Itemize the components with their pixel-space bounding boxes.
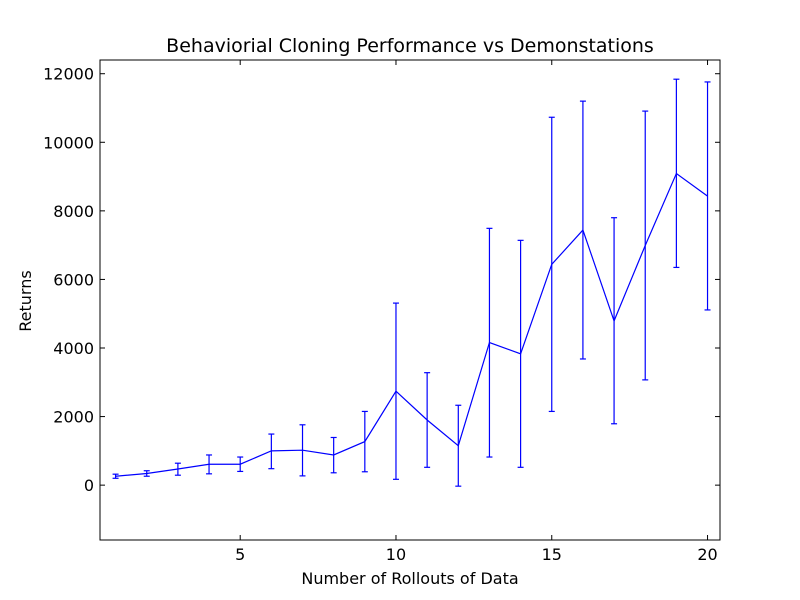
plot-area: 5 10 15 20 0 2000 4000 6000 8000 10000 12000 bbox=[43, 59, 721, 564]
y-tick-label: 4000 bbox=[53, 339, 94, 358]
x-tick-label: 10 bbox=[386, 545, 406, 564]
x-tick-label: 15 bbox=[542, 545, 562, 564]
x-tick-label: 20 bbox=[697, 545, 717, 564]
y-tick-label: 8000 bbox=[53, 202, 94, 221]
y-tick-label: 0 bbox=[84, 476, 94, 495]
y-tick-label: 10000 bbox=[43, 133, 94, 152]
x-tick-label: 5 bbox=[235, 545, 245, 564]
series-line bbox=[115, 172, 708, 477]
chart-title: Behaviorial Cloning Performance vs Demon… bbox=[166, 35, 654, 57]
y-tick-label: 6000 bbox=[53, 270, 94, 289]
x-axis-label: Number of Rollouts of Data bbox=[301, 569, 518, 588]
y-axis-label: Returns bbox=[16, 270, 35, 331]
y-tick-label: 2000 bbox=[53, 408, 94, 427]
plot-frame bbox=[99, 59, 721, 541]
y-tick-label: 12000 bbox=[43, 65, 94, 84]
